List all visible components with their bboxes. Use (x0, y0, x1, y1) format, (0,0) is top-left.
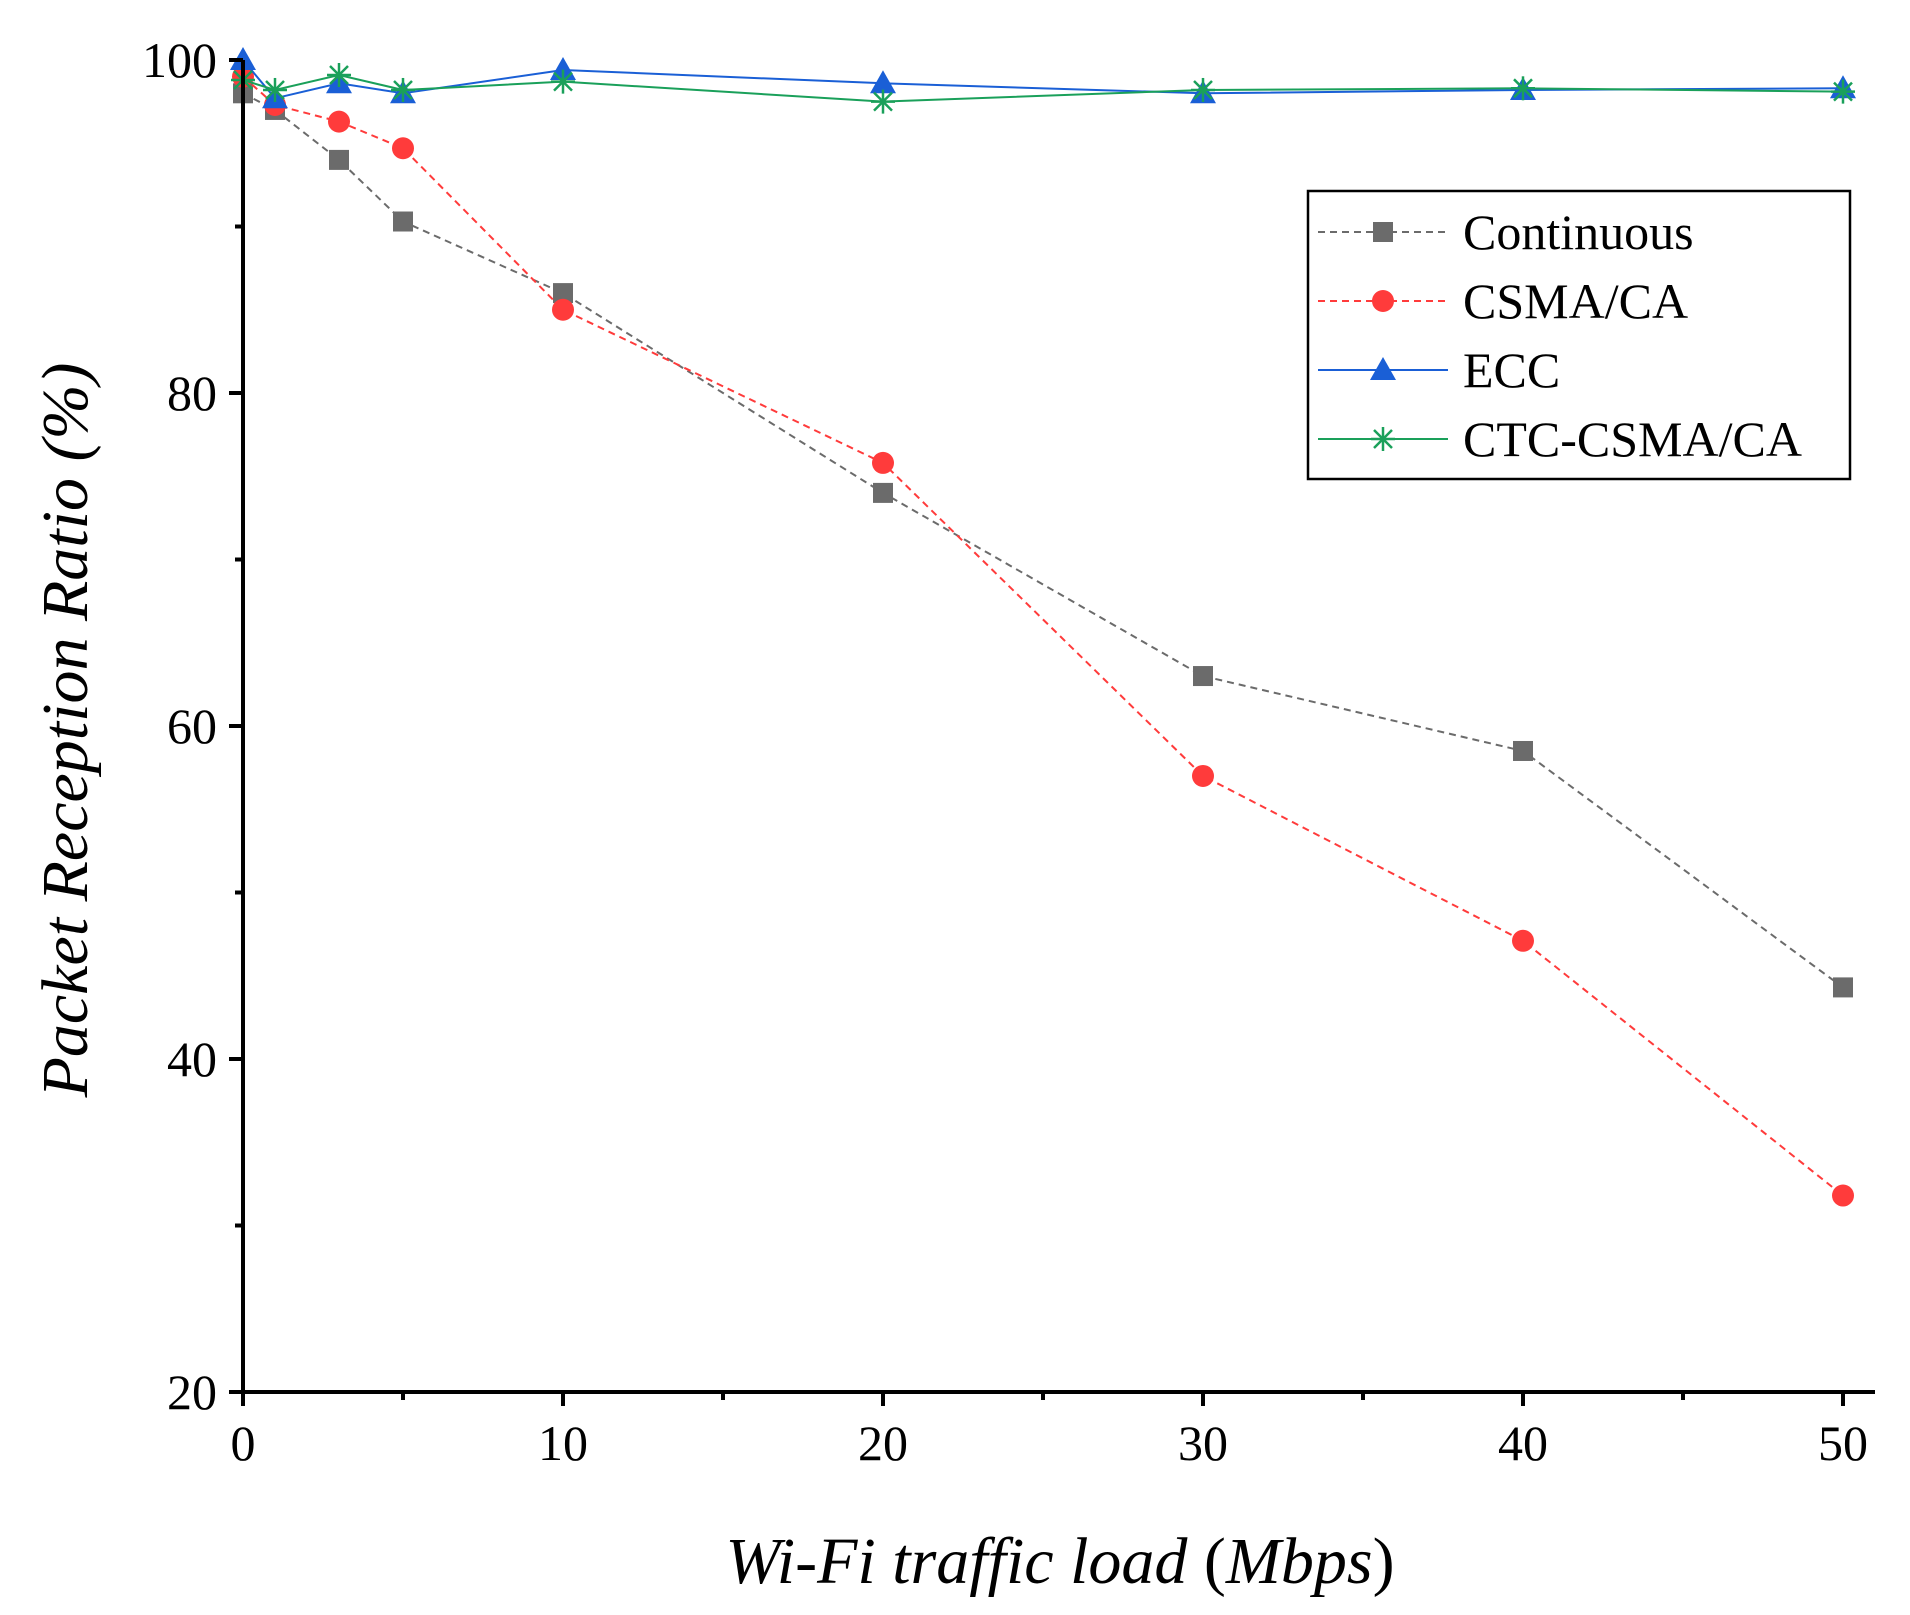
y-tick-label: 20 (167, 1364, 217, 1420)
legend-marker (1371, 427, 1395, 451)
data-point (1192, 764, 1214, 787)
data-point (551, 69, 575, 94)
y-axis-title: Packet Reception Ratio (%) (29, 363, 102, 1099)
axes: 0 10 20 30 40 50 20 40 60 80 100 (142, 32, 1875, 1471)
legend-marker (1372, 290, 1394, 312)
x-tick-label: 30 (1178, 1415, 1228, 1471)
series-line (242, 75, 1844, 1197)
series-continuous (233, 83, 1853, 998)
legend-label: CTC-CSMA/CA (1463, 411, 1802, 467)
asterisk-stroke (1373, 429, 1393, 449)
legend-box (1306, 189, 1852, 481)
data-point (1513, 740, 1533, 761)
asterisk-stroke (1193, 80, 1213, 100)
data-point (873, 482, 893, 503)
y-tick-label: 40 (167, 1031, 217, 1087)
plot-area (230, 47, 1856, 1207)
data-point (263, 77, 287, 102)
legend-label: ECC (1463, 342, 1560, 398)
legend-entry: ECC (1318, 342, 1560, 398)
legend-entry: CSMA/CA (1318, 273, 1688, 329)
data-point (553, 283, 573, 304)
x-tick-label: 20 (858, 1415, 908, 1471)
data-point (1832, 1184, 1854, 1207)
series-line (242, 59, 1844, 100)
data-point (328, 110, 350, 133)
x-axis-title-close-paren: ) (1373, 1525, 1395, 1598)
legend-marker (1370, 357, 1396, 380)
asterisk-stroke (265, 80, 285, 100)
data-point (1512, 929, 1534, 952)
asterisk-stroke (1513, 78, 1533, 99)
data-point (1193, 666, 1213, 687)
legend-entry: CTC-CSMA/CA (1318, 411, 1802, 467)
x-tick-label: 0 (231, 1415, 256, 1471)
data-point (329, 149, 349, 170)
legend-label: CSMA/CA (1463, 273, 1688, 329)
asterisk-stroke (873, 91, 893, 112)
asterisk-stroke (393, 80, 413, 100)
x-tick-label: 50 (1818, 1415, 1868, 1471)
series-line (242, 92, 1844, 989)
legend: Continuous CSMA/CA ECC CTC-CSMA/CA (1306, 189, 1852, 481)
data-point (1833, 977, 1853, 998)
y-tick-label: 80 (167, 365, 217, 421)
data-point (392, 137, 414, 160)
x-axis-title-name: Wi-Fi traffic load (725, 1525, 1188, 1598)
data-point (1511, 76, 1535, 101)
asterisk-stroke (553, 71, 573, 92)
legend-label: Continuous (1463, 204, 1694, 260)
asterisk-stroke (1833, 81, 1853, 102)
y-tick-label: 100 (142, 32, 217, 88)
x-axis-title: Wi-Fi traffic load (Mbps) (725, 1525, 1394, 1598)
data-point (870, 70, 896, 94)
data-point (1831, 79, 1855, 104)
data-point (327, 62, 351, 87)
data-point (871, 89, 895, 114)
x-axis-title-unit: Mbps (1225, 1525, 1373, 1598)
data-point (552, 298, 574, 321)
y-tick-label: 60 (167, 698, 217, 754)
series-ctc-csma-ca (231, 62, 1855, 114)
legend-entry: Continuous (1318, 204, 1694, 260)
data-point (391, 77, 415, 102)
data-point (1191, 77, 1215, 102)
data-point (872, 451, 894, 474)
legend-marker (1373, 222, 1393, 242)
series-ecc (230, 47, 1856, 109)
asterisk-stroke (329, 65, 349, 85)
x-tick-label: 40 (1498, 1415, 1548, 1471)
x-tick-label: 10 (538, 1415, 588, 1471)
data-point (393, 211, 413, 232)
x-axis-title-open-paren: ( (1187, 1525, 1225, 1598)
